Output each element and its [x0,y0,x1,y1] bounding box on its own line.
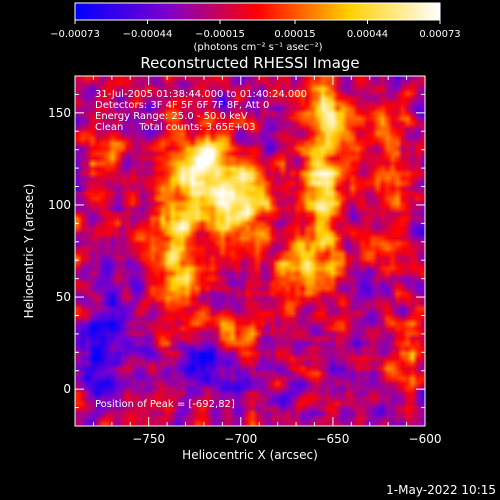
y-tick-label: 150 [48,106,71,120]
colorbar-tick-labels: −0.00073 −0.00044 −0.00015 0.00015 0.00044 0.… [50,29,461,40]
colorbar: −0.00073 −0.00044 −0.00015 0.00015 0.00044 0.… [50,2,461,53]
colorbar-tick-label: −0.00044 [123,29,173,40]
y-axis: 0 50 100 150 [48,75,425,427]
colorbar-tick-label: 0.00073 [419,29,460,40]
info-energy-range: Energy Range: 25.0 - 50.0 keV [95,111,248,122]
x-tick-label: −700 [224,432,257,446]
plot-frame [74,75,426,427]
chart-title: Reconstructed RHESSI Image [140,54,359,72]
colorbar-tick-label: −0.00073 [50,29,100,40]
x-axis-label: Heliocentric X (arcsec) [182,448,318,462]
info-time-range: 31-Jul-2005 01:38:44.000 to 01:40:24.000 [95,89,307,100]
colorbar-tick-label: 0.00044 [347,29,388,40]
y-tick-label: 100 [48,198,71,212]
heatmap-image [75,76,425,426]
x-tick-label: −650 [316,432,349,446]
info-clean-counts: Clean Total counts: 3.65E+03 [95,122,255,133]
x-tick-label: −600 [409,432,442,446]
observation-info: 31-Jul-2005 01:38:44.000 to 01:40:24.000… [95,89,307,133]
colorbar-tick-label: 0.00015 [274,29,315,40]
y-tick-label: 50 [56,290,71,304]
info-detectors: Detectors: 3F 4F 5F 6F 7F 8F, Att 0 [95,100,269,111]
date-stamp: 1-May-2022 10:15 [386,483,496,497]
colorbar-tick-label: −0.00015 [195,29,245,40]
colorbar-ticks [74,20,441,24]
x-axis: −750 −700 −650 −600 [74,76,442,446]
colorbar-units-label: (photons cm⁻² s⁻¹ asec⁻²) [193,42,322,53]
y-axis-label: Heliocentric Y (arcsec) [22,184,36,319]
x-tick-label: −750 [132,432,165,446]
plot-area [74,75,426,427]
colorbar-fill [74,2,441,21]
peak-position-annotation: Position of Peak = [-692,82] [95,399,235,410]
y-tick-label: 0 [63,382,71,396]
